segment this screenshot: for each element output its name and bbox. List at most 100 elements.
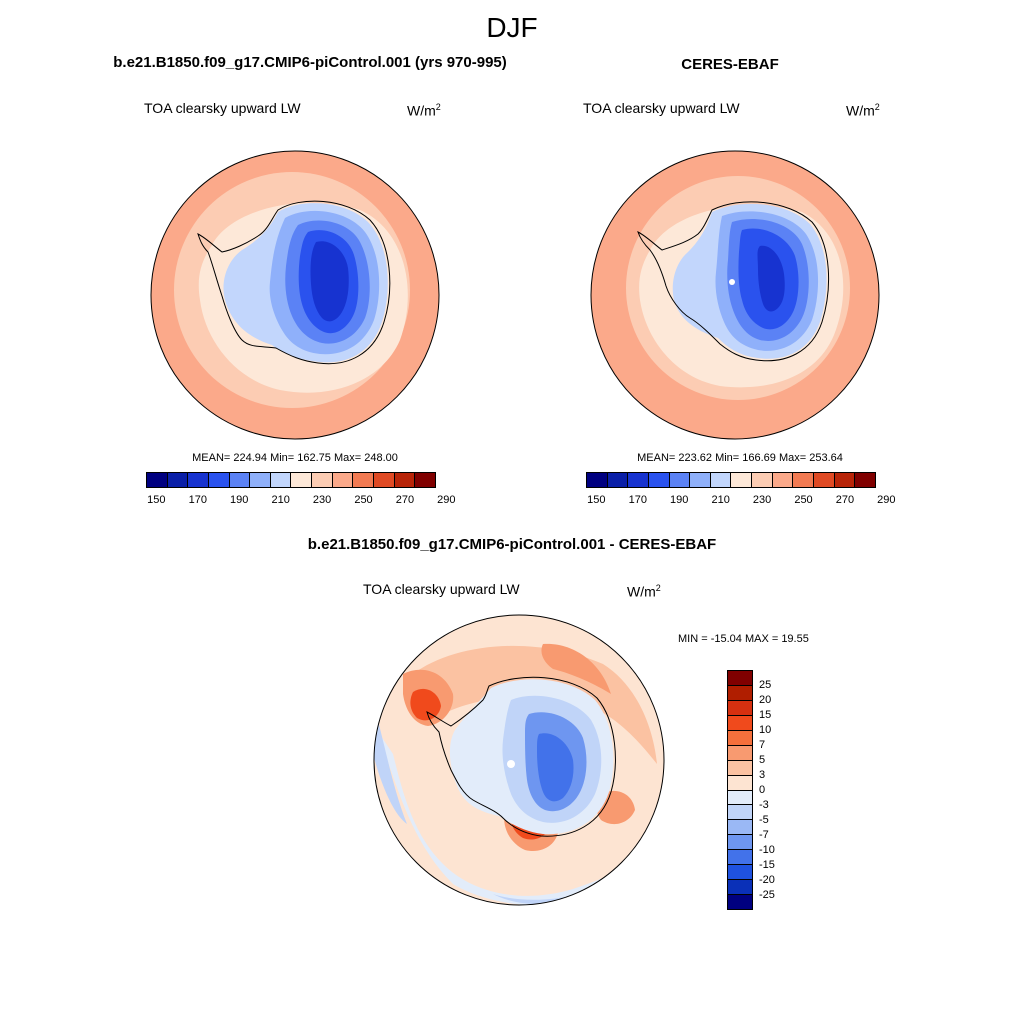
colorbar-swatch (728, 715, 752, 731)
colorbar-tick-label: 170 (628, 494, 647, 506)
colorbar-tick-label: 230 (312, 494, 332, 506)
colorbar-swatch (731, 473, 753, 487)
model-colorbar-swatches (146, 472, 436, 488)
colorbar-tick-label: -15 (759, 859, 775, 871)
colorbar-tick-label: 3 (759, 769, 766, 781)
colorbar-swatch (669, 473, 691, 487)
colorbar-swatch (793, 473, 815, 487)
colorbar-tick-label: 150 (587, 494, 606, 506)
colorbar-tick-label: -10 (759, 844, 775, 856)
colorbar-swatch (250, 473, 271, 487)
colorbar-swatch (394, 473, 416, 487)
colorbar-swatch (229, 473, 251, 487)
colorbar-tick-label: -7 (759, 829, 769, 841)
colorbar-swatch (772, 473, 794, 487)
diff-colorbar-swatches (727, 670, 753, 910)
colorbar-tick-label: -20 (759, 874, 775, 886)
obs-units-label: W/m2 (846, 102, 880, 119)
colorbar-tick-label: -5 (759, 814, 769, 826)
colorbar-swatch (728, 745, 752, 761)
colorbar-tick-label: -25 (759, 889, 775, 901)
colorbar-tick-label: 290 (437, 494, 456, 506)
colorbar-swatch (752, 473, 773, 487)
colorbar-tick-label: 0 (759, 784, 766, 796)
colorbar-swatch (728, 880, 752, 896)
colorbar-swatch (710, 473, 732, 487)
colorbar-swatch (728, 820, 752, 836)
diff-colorbar (727, 670, 753, 910)
colorbar-swatch (628, 473, 649, 487)
obs-panel-title: CERES-EBAF (681, 56, 779, 73)
colorbar-swatch (374, 473, 395, 487)
colorbar-swatch (728, 760, 752, 776)
diff-variable-label: TOA clearsky upward LW (363, 581, 520, 597)
colorbar-swatch (834, 473, 856, 487)
colorbar-swatch (587, 473, 608, 487)
colorbar-swatch (648, 473, 670, 487)
colorbar-tick-label: 270 (395, 494, 415, 506)
colorbar-tick-label: 290 (877, 494, 896, 506)
colorbar-swatch (855, 473, 875, 487)
model-variable-label: TOA clearsky upward LW (144, 100, 301, 116)
colorbar-swatch (607, 473, 629, 487)
model-polar-map (150, 150, 440, 440)
colorbar-swatch (188, 473, 209, 487)
colorbar-tick-label: 170 (188, 494, 207, 506)
colorbar-swatch (167, 473, 189, 487)
colorbar-tick-label: 5 (759, 754, 766, 766)
obs-colorbar-ticks: 150 170 190 210 230 250 270 290 (586, 494, 895, 508)
colorbar-tick-label: 20 (759, 694, 772, 706)
colorbar-tick-label: -3 (759, 799, 769, 811)
model-colorbar-ticks: 150 170 190 210 230 250 270 290 (146, 494, 455, 508)
colorbar-tick-label: 210 (711, 494, 730, 506)
colorbar-tick-label: 15 (759, 709, 772, 721)
colorbar-tick-label: 150 (147, 494, 166, 506)
colorbar-tick-label: 210 (271, 494, 290, 506)
model-stats: MEAN= 224.94 Min= 162.75 Max= 248.00 (192, 452, 398, 464)
obs-variable-label: TOA clearsky upward LW (583, 100, 740, 116)
colorbar-swatch (353, 473, 375, 487)
colorbar-swatch (312, 473, 333, 487)
colorbar-swatch (208, 473, 230, 487)
colorbar-swatch (728, 775, 752, 791)
colorbar-swatch (728, 790, 752, 806)
diff-stats: MIN = -15.04 MAX = 19.55 (678, 633, 809, 645)
diff-polar-map (373, 614, 665, 906)
colorbar-tick-label: 250 (794, 494, 813, 506)
colorbar-swatch (728, 730, 752, 746)
model-units-label: W/m2 (407, 102, 441, 119)
colorbar-swatch (415, 473, 435, 487)
diff-units-label: W/m2 (627, 583, 661, 600)
diff-panel-title: b.e21.B1850.f09_g17.CMIP6-piControl.001 … (307, 536, 717, 553)
colorbar-swatch (332, 473, 354, 487)
colorbar-tick-label: 190 (670, 494, 689, 506)
obs-polar-map (590, 150, 880, 440)
season-title: DJF (486, 12, 538, 43)
obs-stats: MEAN= 223.62 Min= 166.69 Max= 253.64 (637, 452, 843, 464)
diff-colorbar-ticks: 25 20 15 10 7 5 3 0 -3 -5 -7 -10 -15 -20 -25 (759, 670, 799, 910)
colorbar-swatch (147, 473, 168, 487)
colorbar-swatch (728, 685, 752, 701)
colorbar-swatch (728, 805, 752, 821)
colorbar-tick-label: 250 (354, 494, 373, 506)
colorbar-tick-label: 10 (759, 724, 772, 736)
model-colorbar: 150 170 190 210 230 250 270 290 (146, 472, 456, 508)
colorbar-tick-label: 7 (759, 739, 766, 751)
colorbar-swatch (270, 473, 292, 487)
model-panel-title: b.e21.B1850.f09_g17.CMIP6-piControl.001 … (113, 54, 507, 71)
colorbar-swatch (728, 835, 752, 851)
colorbar-swatch (728, 671, 752, 686)
colorbar-tick-label: 230 (752, 494, 772, 506)
colorbar-swatch (728, 895, 752, 909)
colorbar-tick-label: 190 (230, 494, 249, 506)
colorbar-swatch (690, 473, 711, 487)
colorbar-swatch (728, 700, 752, 716)
colorbar-swatch (291, 473, 313, 487)
colorbar-swatch (814, 473, 835, 487)
colorbar-swatch (728, 865, 752, 881)
obs-colorbar: 150 170 190 210 230 250 270 290 (586, 472, 896, 508)
obs-colorbar-swatches (586, 472, 876, 488)
colorbar-tick-label: 270 (835, 494, 855, 506)
colorbar-tick-label: 25 (759, 679, 772, 691)
colorbar-swatch (728, 850, 752, 866)
